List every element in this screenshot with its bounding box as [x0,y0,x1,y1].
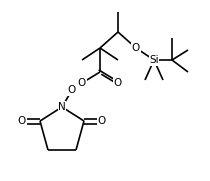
Text: O: O [68,85,76,95]
Text: O: O [114,78,122,88]
Text: O: O [132,43,140,53]
Text: N: N [58,102,66,112]
Text: O: O [98,116,106,126]
Text: Si: Si [149,55,159,65]
Text: O: O [18,116,26,126]
Text: O: O [78,78,86,88]
